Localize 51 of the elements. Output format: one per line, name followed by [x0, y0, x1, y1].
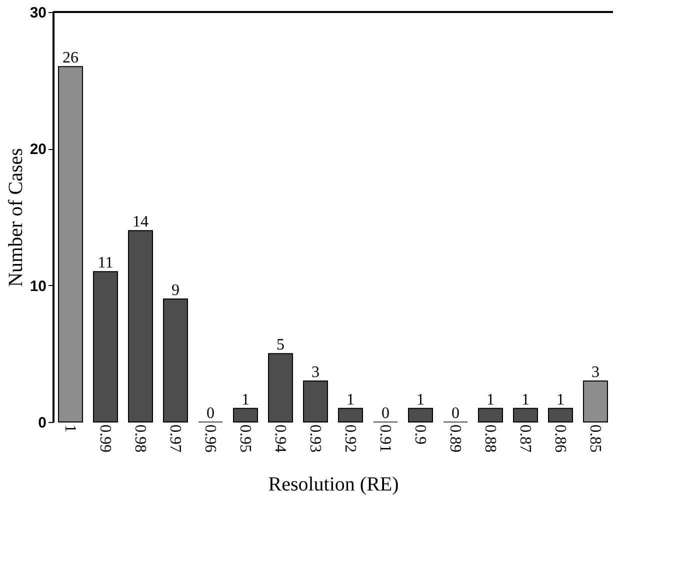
- x-tick-label: 0.9: [412, 424, 428, 444]
- y-tick-label: 20: [30, 141, 46, 158]
- x-tick-label: 0.89: [446, 424, 464, 452]
- x-tick-label: 0.95: [236, 424, 254, 452]
- bar: [233, 408, 258, 422]
- bar: [58, 66, 83, 422]
- y-tick-label: 10: [30, 278, 46, 295]
- y-tick-label: 30: [30, 4, 46, 22]
- bar: [268, 353, 293, 422]
- data-label: 1: [522, 391, 530, 408]
- x-tick-label: 0.94: [272, 424, 288, 452]
- bar: [478, 408, 503, 422]
- x-tick-label: 0.99: [96, 424, 114, 452]
- y-tick-label: 0: [38, 414, 46, 432]
- x-tick-label: 1: [62, 424, 78, 432]
- bar: [408, 408, 433, 422]
- bar: [583, 380, 608, 422]
- data-label: 3: [592, 364, 600, 381]
- bar: [93, 271, 118, 422]
- bar: [338, 408, 363, 422]
- data-label: 11: [98, 254, 114, 272]
- x-tick-label: 0.98: [132, 424, 148, 452]
- bar: [303, 380, 328, 422]
- x-tick-label: 0.85: [586, 424, 604, 452]
- data-label: 1: [416, 391, 424, 408]
- data-label: 1: [242, 391, 250, 408]
- x-tick-label: 0.87: [516, 424, 534, 452]
- data-label: 3: [312, 364, 320, 381]
- data-label: 26: [62, 50, 78, 67]
- bar: [513, 408, 538, 422]
- x-axis-title: Resolution (RE): [268, 474, 399, 496]
- data-label: 5: [276, 336, 284, 354]
- x-tick-label: 0.88: [482, 424, 498, 452]
- y-axis-title: Number of Cases: [4, 148, 27, 287]
- bar: [548, 408, 573, 422]
- data-label: 1: [346, 391, 354, 408]
- data-label: 1: [556, 391, 564, 408]
- data-label: 0: [206, 405, 214, 422]
- data-label: 0: [382, 405, 390, 422]
- data-label: 14: [132, 214, 148, 231]
- data-label: 1: [486, 391, 494, 408]
- x-tick-label: 0.86: [552, 424, 568, 452]
- data-label: 0: [452, 405, 460, 422]
- x-tick-label: 0.93: [306, 424, 324, 452]
- x-tick-label: 0.92: [342, 424, 358, 452]
- x-tick-label: 0.91: [376, 424, 394, 452]
- bar: [163, 298, 188, 422]
- x-tick-label: 0.97: [166, 424, 184, 452]
- data-label: 9: [172, 282, 180, 299]
- x-tick-label: 0.96: [202, 424, 218, 452]
- bar: [128, 230, 153, 422]
